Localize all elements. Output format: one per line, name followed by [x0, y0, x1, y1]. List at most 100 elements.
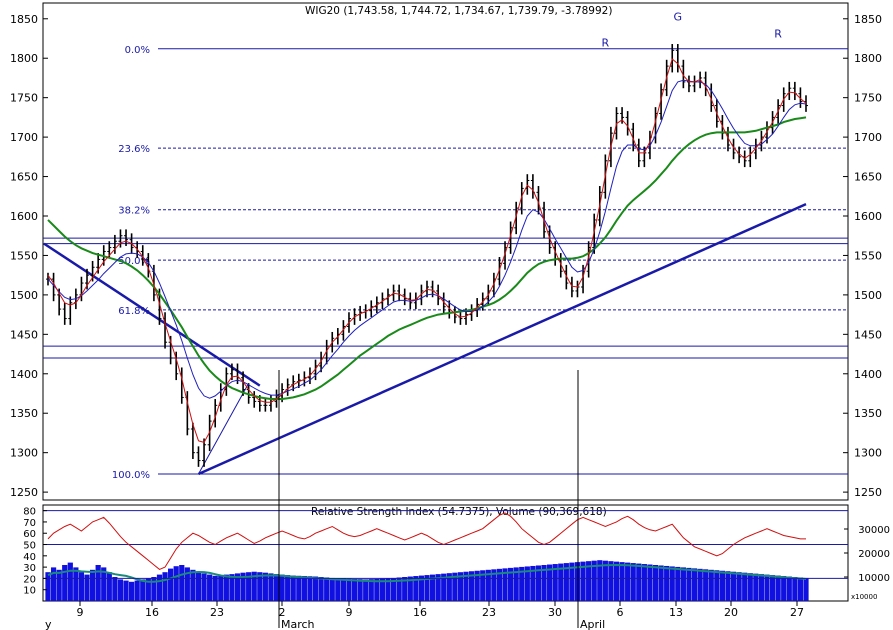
volume-bar — [457, 572, 464, 601]
volume-bar — [257, 572, 263, 601]
volume-bar — [630, 563, 636, 601]
ma-long-line — [47, 116, 807, 400]
volume-bar — [775, 575, 781, 601]
volume-bar — [502, 568, 508, 601]
volume-bar — [686, 567, 692, 601]
volume-bar — [641, 564, 647, 601]
y-tick-label-left: 1250 — [10, 486, 38, 499]
volume-bar — [112, 577, 118, 601]
volume-bar — [190, 569, 196, 601]
volume-bar — [747, 573, 753, 601]
volume-bar — [285, 575, 291, 601]
volume-bar — [703, 569, 709, 601]
x-tick-label: 27 — [790, 606, 804, 619]
volume-bar — [664, 565, 670, 601]
volume-bar — [797, 577, 804, 601]
volume-bar — [552, 564, 558, 601]
y-tick-label-left: 1450 — [10, 328, 38, 341]
volume-bar — [262, 572, 268, 601]
volume-bar — [279, 574, 285, 601]
volume-tick-label: 10000 — [858, 573, 890, 584]
volume-bar — [714, 570, 720, 601]
volume-bar — [45, 572, 51, 601]
volume-bar — [619, 562, 625, 601]
volume-bar — [413, 576, 419, 601]
y-tick-label-right: 1450 — [854, 328, 882, 341]
price-y-ticks: 1250 1250 1300 1300 1350 1350 1400 1400 1450 1450… — [10, 13, 882, 499]
volume-bar — [374, 578, 380, 601]
volume-bar — [680, 567, 686, 601]
volume-bar — [379, 578, 386, 601]
volume-bar — [574, 562, 581, 601]
y-tick-label-right: 1650 — [854, 171, 882, 184]
ma-short-line — [47, 58, 807, 443]
fib-level-label: 23.6% — [118, 144, 150, 155]
volume-bar — [123, 580, 129, 601]
volume-bar — [708, 569, 714, 601]
volume-tick-label: 30000 — [858, 525, 890, 536]
volume-bar — [290, 575, 296, 601]
volume-bar — [535, 565, 542, 601]
volume-bar — [212, 575, 218, 601]
rsi-tick-label: 10 — [23, 586, 36, 597]
volume-bar — [758, 574, 765, 601]
y-tick-label-left: 1300 — [10, 447, 38, 460]
volume-bar — [508, 567, 514, 601]
volume-bar — [418, 575, 425, 601]
rsi-tick-label: 70 — [23, 518, 36, 529]
volume-tick-label: 20000 — [858, 549, 890, 560]
volume-bar — [151, 577, 157, 601]
volume-bar — [613, 561, 620, 601]
volume-bar — [307, 576, 313, 601]
volume-bar — [496, 568, 503, 601]
y-tick-label-left: 1550 — [10, 249, 38, 262]
volume-bar — [207, 574, 213, 601]
y-tick-label-left: 1500 — [10, 289, 38, 302]
month-label: March — [281, 618, 315, 630]
volume-bar — [591, 560, 597, 601]
x-tick-label: 23 — [210, 606, 224, 619]
uptrend-line — [197, 203, 807, 476]
volume-bar — [101, 567, 107, 601]
rsi-tick-label: 40 — [23, 552, 36, 563]
volume-bar — [268, 573, 274, 601]
volume-bar — [753, 573, 759, 601]
y-tick-label-left: 1600 — [10, 210, 38, 223]
volume-bar — [385, 578, 391, 601]
y-tick-label-left: 1750 — [10, 92, 38, 105]
volume-bar — [62, 565, 68, 601]
y-tick-label-left: 1400 — [10, 368, 38, 381]
annotation-label: G — [674, 10, 683, 23]
volume-bar — [742, 572, 748, 601]
x-tick-label: 13 — [669, 606, 683, 619]
volume-bar — [429, 574, 436, 601]
x-tick-label: 9 — [346, 606, 353, 619]
volume-bar — [318, 577, 324, 601]
y-tick-label-left: 1850 — [10, 13, 38, 26]
volume-bar — [524, 566, 530, 601]
x-tick-label: 6 — [617, 606, 624, 619]
volume-bar — [658, 565, 664, 601]
volume-bar — [296, 575, 302, 601]
volume-bar — [697, 568, 703, 601]
volume-bar — [736, 572, 742, 601]
volume-bar — [730, 571, 737, 601]
y-tick-label-right: 1850 — [854, 13, 882, 26]
volume-bar — [229, 574, 235, 601]
volume-bar — [402, 577, 408, 601]
moving-averages — [47, 58, 807, 443]
volume-bar — [580, 561, 586, 601]
horizontal-lines — [43, 237, 848, 359]
volume-bar — [463, 571, 469, 601]
trendlines — [43, 203, 807, 476]
volume-bar — [273, 574, 280, 601]
volume-bar — [246, 572, 252, 601]
volume-bar — [530, 565, 536, 601]
volume-bar — [84, 574, 90, 601]
volume-bar — [764, 574, 770, 601]
volume-bar — [396, 577, 402, 601]
volume-bar — [351, 578, 358, 601]
volume-bar — [95, 565, 101, 601]
rsi-tick-label: 50 — [23, 541, 36, 552]
